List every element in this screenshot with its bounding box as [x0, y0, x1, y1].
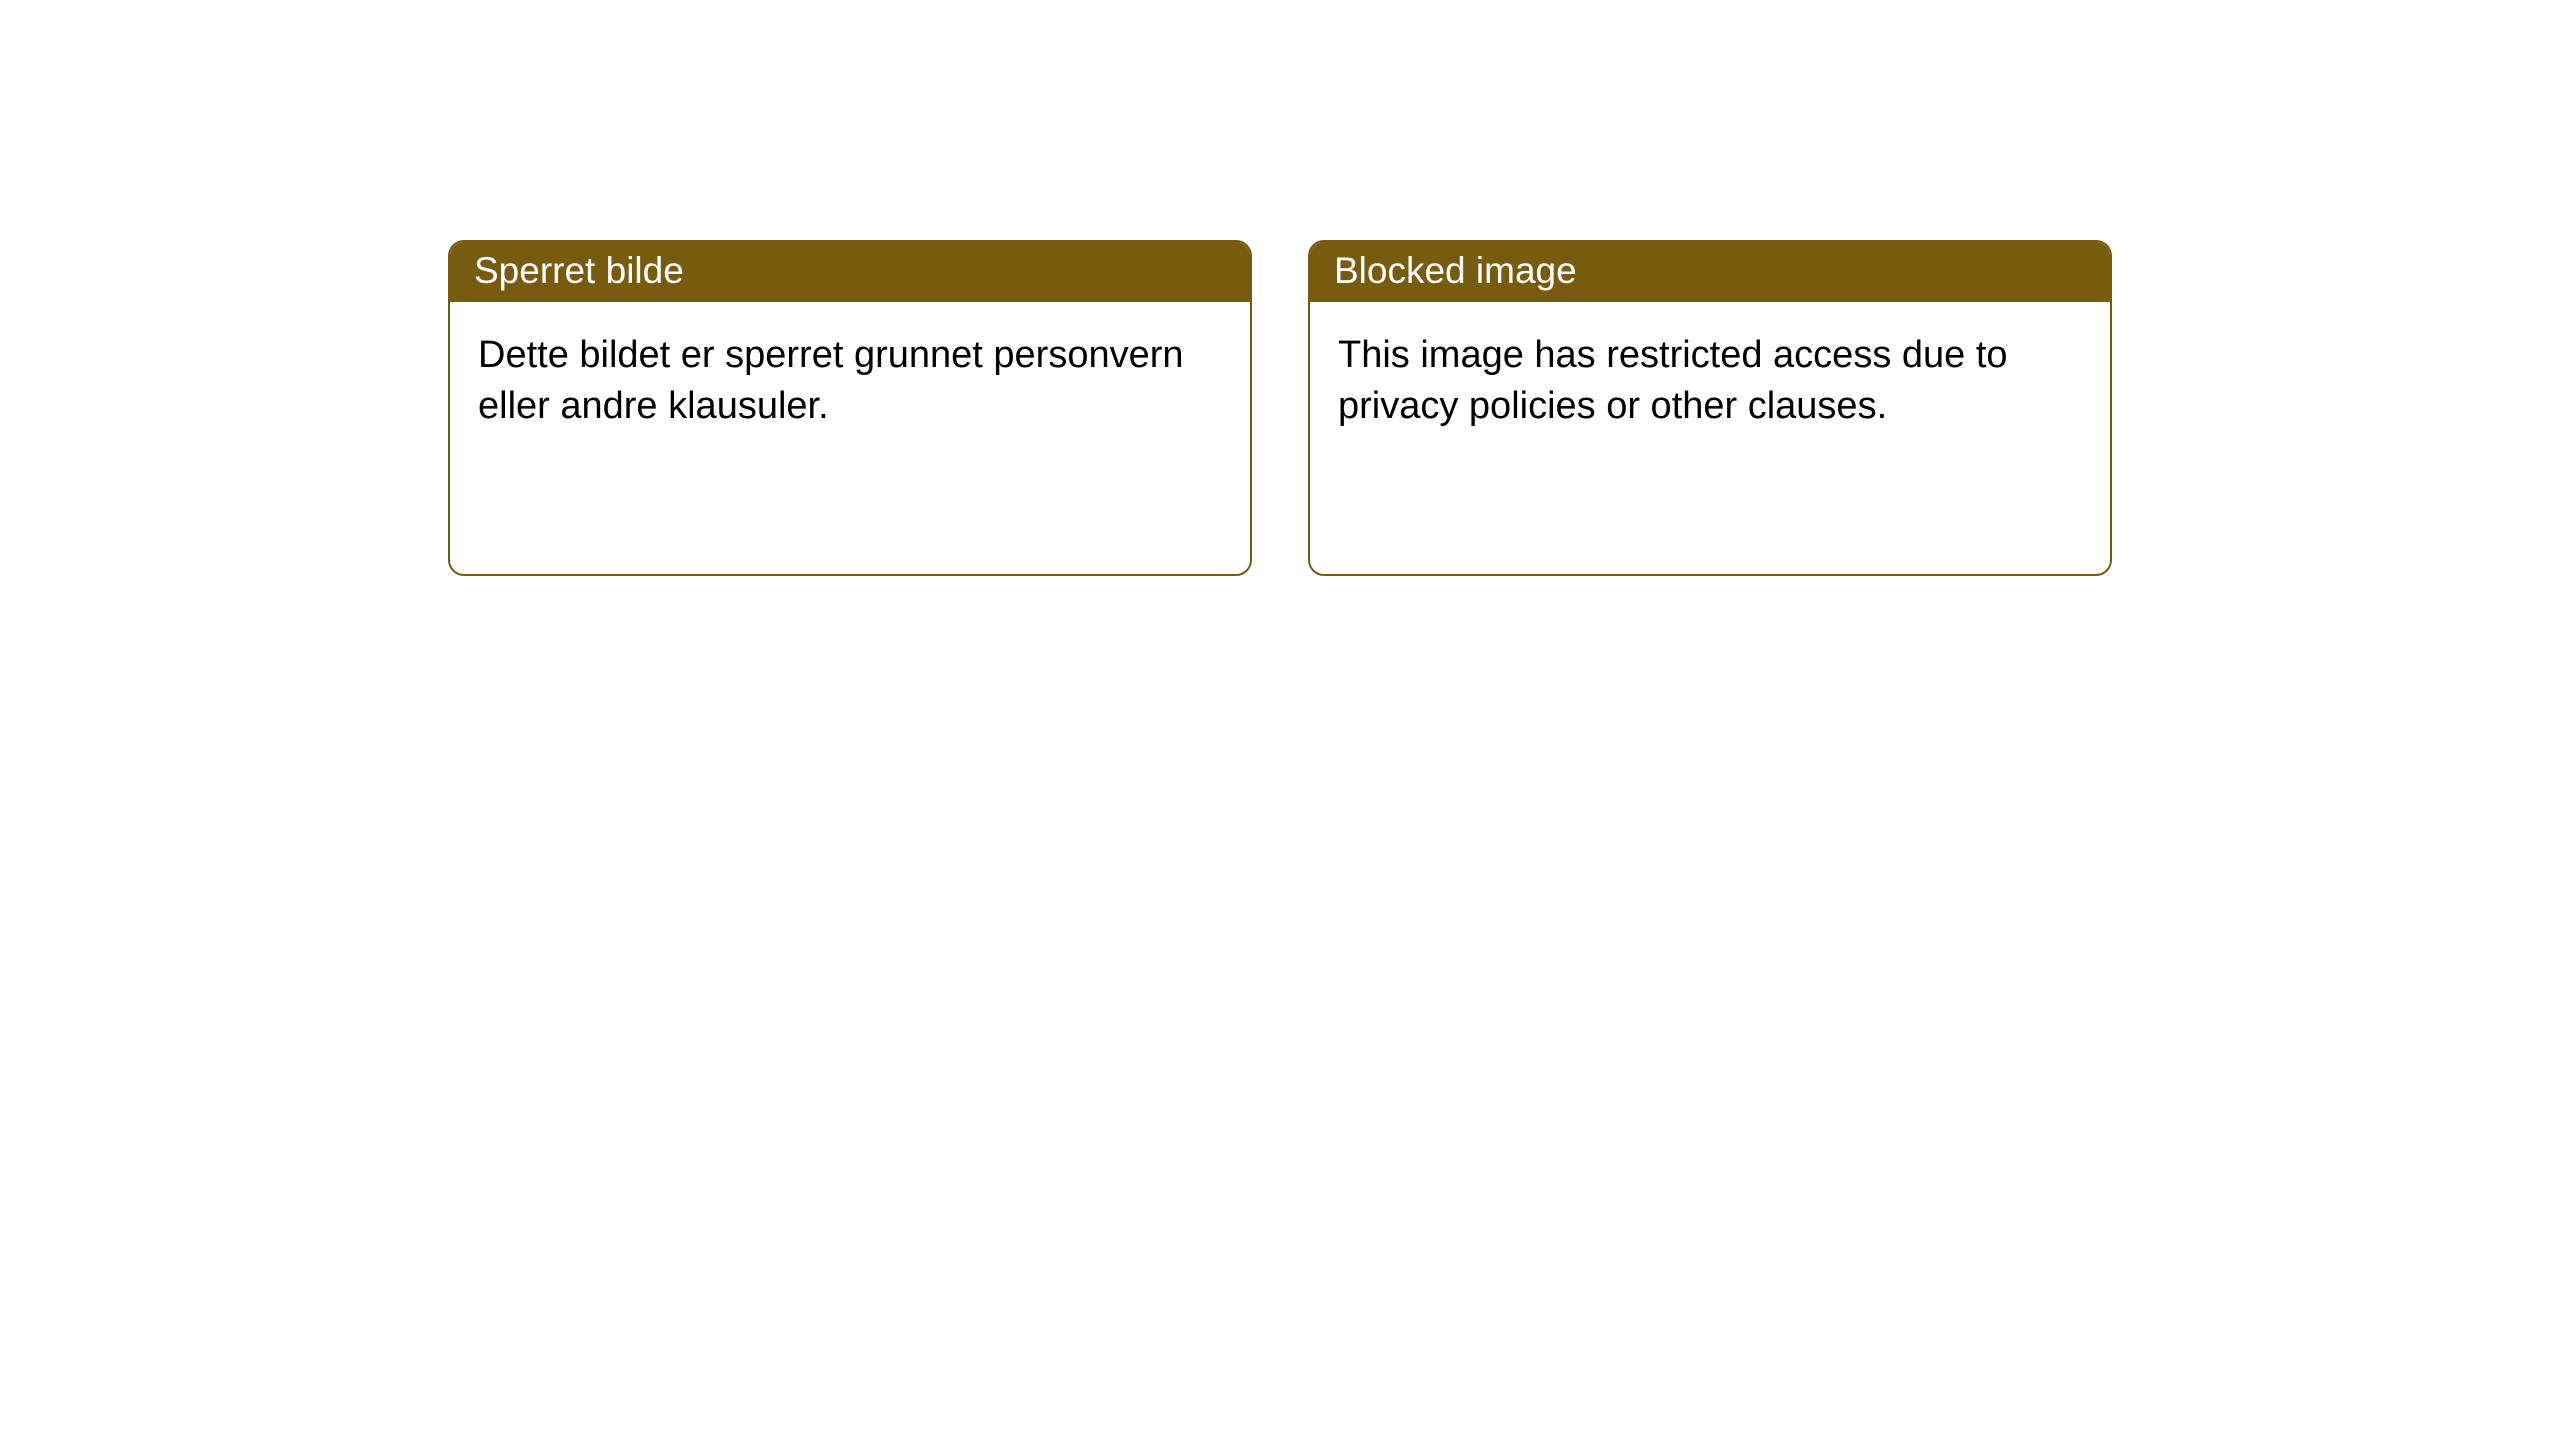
notice-card-english: Blocked image This image has restricted … [1308, 240, 2112, 576]
notice-text: Dette bildet er sperret grunnet personve… [478, 334, 1184, 427]
notice-text: This image has restricted access due to … [1338, 334, 2008, 427]
notice-card-norwegian: Sperret bilde Dette bildet er sperret gr… [448, 240, 1252, 576]
notice-header: Sperret bilde [450, 242, 1250, 302]
notice-title: Sperret bilde [474, 250, 684, 291]
notice-body: This image has restricted access due to … [1310, 302, 2110, 574]
notice-body: Dette bildet er sperret grunnet personve… [450, 302, 1250, 574]
notice-title: Blocked image [1334, 250, 1577, 291]
notice-header: Blocked image [1310, 242, 2110, 302]
notice-container: Sperret bilde Dette bildet er sperret gr… [0, 0, 2560, 576]
